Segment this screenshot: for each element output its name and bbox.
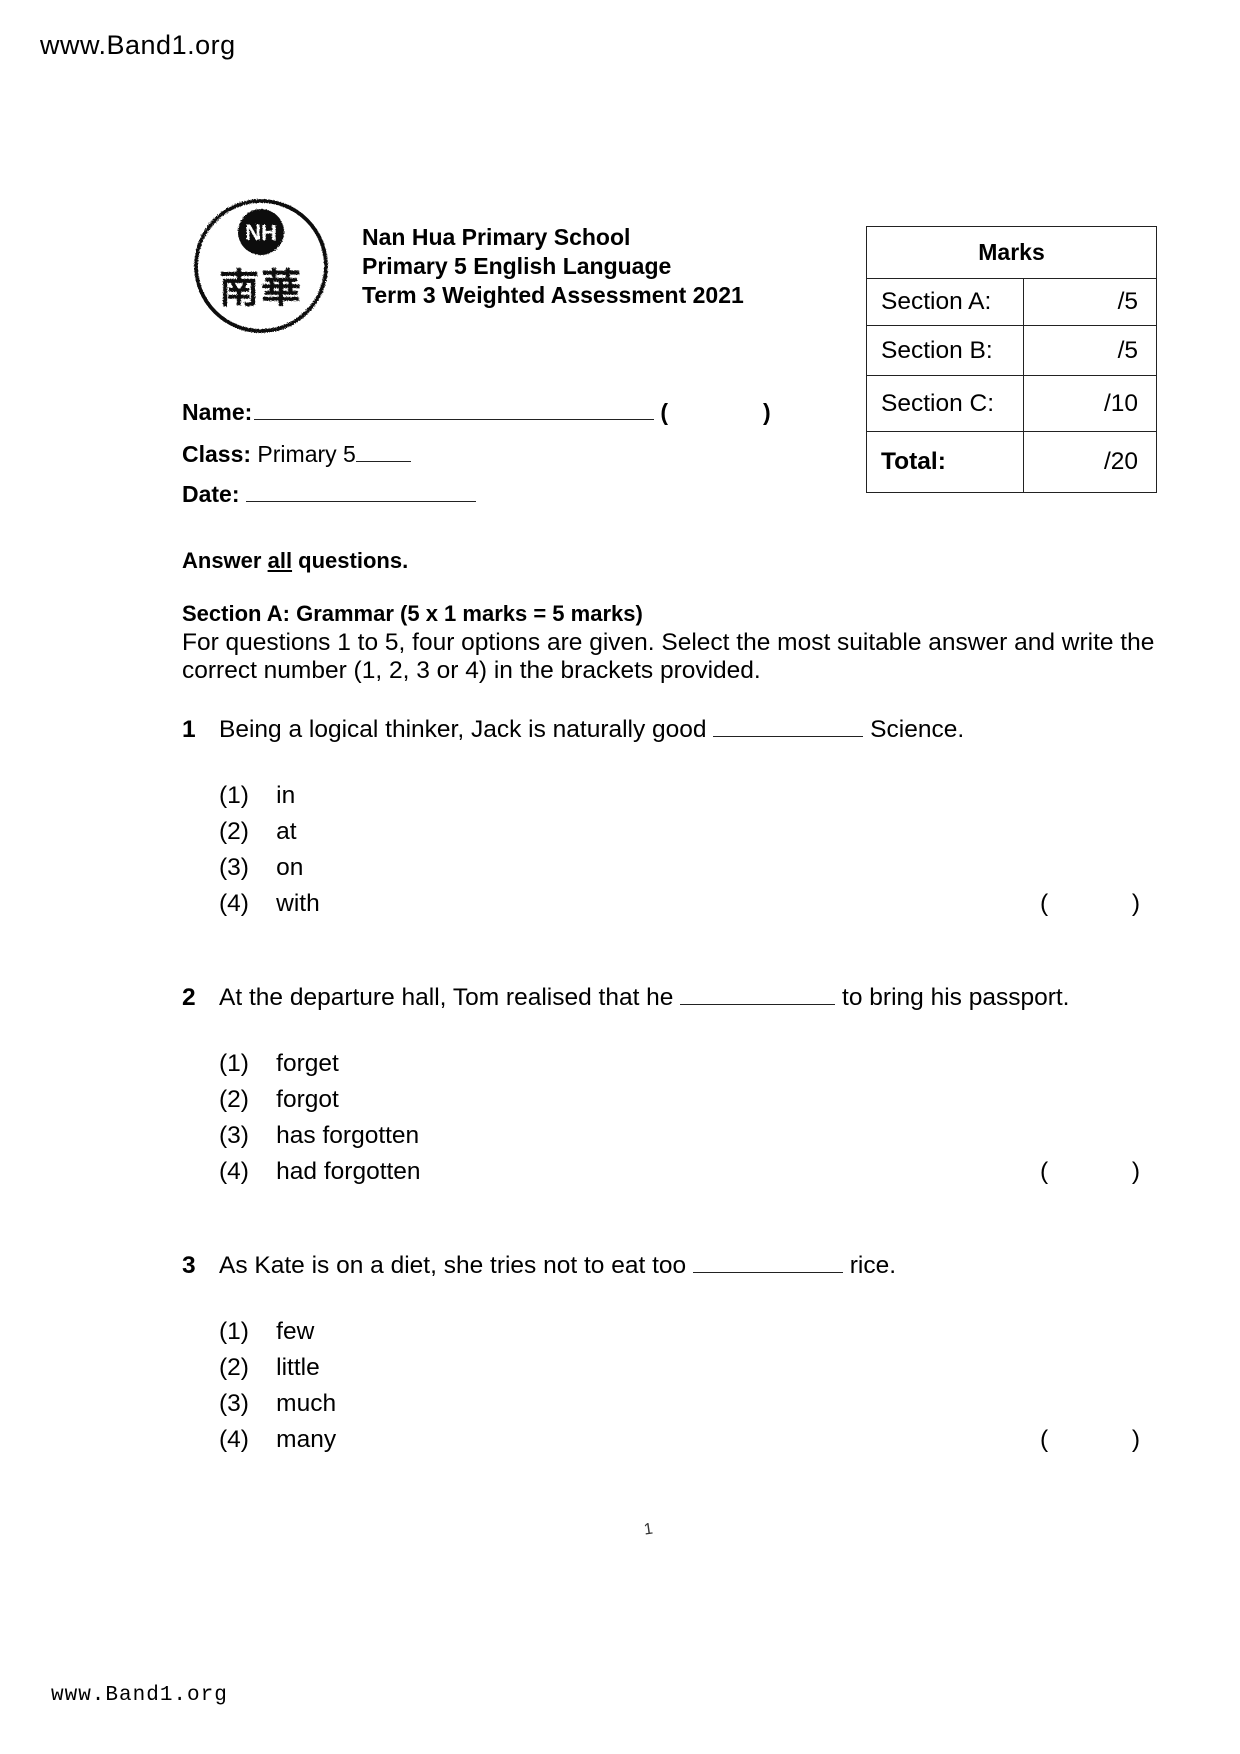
svg-text:NH: NH [245, 220, 277, 245]
svg-text:南華: 南華 [219, 267, 303, 311]
